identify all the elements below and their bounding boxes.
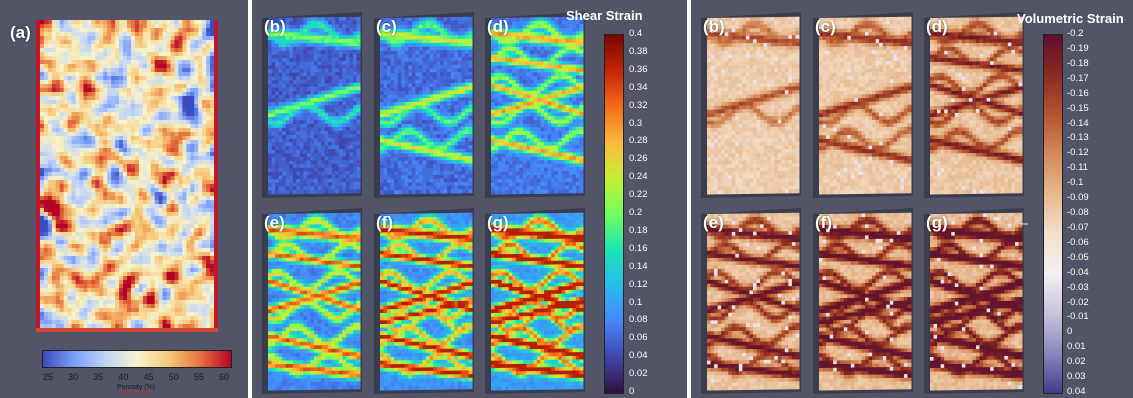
- colorbar-tick-label: 0.06: [629, 332, 648, 344]
- colorbar-tick-label: 0.28: [629, 135, 648, 147]
- strain-map-tile: [924, 12, 1024, 198]
- colorbar-tick-label: 35: [93, 372, 104, 382]
- colorbar-tick-label: -0.04: [1067, 266, 1089, 278]
- strain-map-tile: [813, 12, 913, 198]
- colorbar-tick-label: 0.01: [1067, 341, 1086, 353]
- strain-map-tile: [924, 208, 1024, 394]
- shear-strain-title: Shear Strain: [566, 8, 643, 23]
- colorbar-tick-label: 0.22: [629, 189, 648, 201]
- colorbar-tick-label: 30: [68, 372, 79, 382]
- strain-map-tile: [262, 208, 362, 394]
- subfigure-label: (g): [487, 213, 509, 232]
- colorbar-tick-label: 25: [42, 372, 54, 382]
- colorbar-tick-label: 0.08: [629, 314, 648, 326]
- colorbar-tick-label: 0.03: [1067, 371, 1086, 383]
- porosity-unit-label: Porosity (%): [116, 384, 156, 391]
- panel-label: (a): [10, 23, 31, 42]
- colorbar-tick-label: 0.34: [629, 81, 648, 93]
- volumetric-strain-colorbar: [1043, 34, 1063, 394]
- colorbar-tick-label: 0.12: [629, 278, 648, 290]
- colorbar-tick-label: -0.15: [1067, 102, 1089, 114]
- colorbar-tick-label: 0.26: [629, 153, 648, 165]
- subfigure-label: (e): [703, 213, 724, 232]
- colorbar-tick-label: 45: [143, 372, 154, 382]
- strain-map-tile: [374, 12, 474, 198]
- shear-strain-colorbar: [604, 34, 624, 394]
- colorbar-tick-label: 0.02: [629, 368, 648, 380]
- colorbar-tick-label: -0.18: [1067, 57, 1089, 69]
- colorbar-tick-label: 0.18: [629, 224, 648, 236]
- colorbar-tick-label: -0.06: [1067, 236, 1089, 248]
- colorbar-tick-label: -0.11: [1067, 162, 1088, 174]
- subfigure-label: (f): [815, 213, 832, 232]
- colorbar-tick-label: -0.19: [1067, 42, 1089, 54]
- strain-map-tile: [485, 12, 585, 198]
- strain-map-tile: [701, 208, 801, 394]
- subfigure-label: (g): [926, 213, 948, 232]
- colorbar-tick-label: 60: [218, 372, 230, 382]
- colorbar-tick-label: -0.2: [1067, 28, 1084, 39]
- colorbar-tick-label: 0.1: [629, 296, 643, 308]
- colorbar-tick-label: 50: [168, 372, 179, 382]
- colorbar-tick-label: 0.16: [629, 242, 648, 254]
- subfigure-label: (b): [703, 17, 725, 36]
- strain-map-tile: [374, 208, 474, 394]
- subfigure-label: (c): [815, 17, 836, 36]
- subfigure-label: (d): [487, 17, 509, 36]
- subfigure-label: (f): [376, 213, 393, 232]
- shear-strain-panel: (b) (c) (d) (e) (f) (g) Shear Strain 0.4 0.38 0…: [252, 0, 687, 398]
- strain-map-tile: [485, 208, 585, 394]
- colorbar-tick-label: -0.01: [1067, 311, 1089, 323]
- subfigure-label: (e): [264, 213, 285, 232]
- colorbar-tick-label: -0.03: [1067, 281, 1089, 293]
- colorbar-tick-label: 0.02: [1067, 356, 1086, 368]
- colorbar-tick-label: -0.14: [1067, 117, 1089, 129]
- colorbar-tick-label: 40: [118, 372, 129, 382]
- colorbar-tick-label: 0.04: [1067, 386, 1086, 397]
- subfigure-label: (c): [376, 17, 397, 36]
- colorbar-tick-label: 0.3: [629, 117, 643, 129]
- colorbar-tick-label: 0.14: [629, 260, 648, 272]
- colorbar-tick-label: -0.1: [1067, 177, 1084, 189]
- porosity-map-image: [36, 20, 218, 332]
- colorbar-tick-label: -0.12: [1067, 147, 1089, 159]
- colorbar-tick-label: 0.24: [629, 171, 648, 183]
- volumetric-strain-title: Volumetric Strain: [1017, 11, 1124, 26]
- colorbar-tick-label: 0.36: [629, 63, 648, 75]
- colorbar-tick-label: 0: [1067, 326, 1073, 338]
- colorbar-tick-label: -0.07: [1067, 221, 1089, 233]
- colorbar-tick-label: 0.32: [629, 99, 648, 111]
- colorbar-tick-label: -0.08: [1067, 207, 1089, 218]
- subfigure-label: (b): [264, 17, 286, 36]
- colorbar-tick-label: -0.13: [1067, 132, 1089, 144]
- strain-map-tile: [813, 208, 913, 394]
- colorbar-tick-label: -0.09: [1067, 192, 1089, 204]
- colorbar-tick-label: -0.17: [1067, 72, 1089, 84]
- colorbar-tick-label: 0.38: [629, 45, 648, 57]
- colorbar-tick-label: 0.04: [629, 350, 648, 362]
- colorbar-tick-label: 55: [193, 372, 204, 382]
- subfigure-label: (d): [926, 17, 948, 36]
- colorbar-tick-label: -0.16: [1067, 87, 1089, 99]
- colorbar-tick-label: -0.05: [1067, 251, 1089, 263]
- strain-map-tile: [701, 12, 801, 198]
- axis-triad-icon: [1018, 213, 1030, 225]
- porosity-colorbar: [42, 350, 232, 368]
- colorbar-tick-label: -0.02: [1067, 296, 1089, 308]
- volumetric-strain-panel: (b) (c) (d) (e) (f) (g) Volumetric Strain -0.…: [691, 0, 1133, 398]
- strain-map-tile: [262, 12, 362, 198]
- porosity-panel: (a) 25 30 35 40 45 50 55 60 Porosity (%): [0, 0, 248, 398]
- colorbar-tick-label: 0.4: [629, 28, 643, 39]
- colorbar-tick-label: 0: [629, 386, 635, 397]
- colorbar-tick-label: 0.2: [629, 207, 643, 218]
